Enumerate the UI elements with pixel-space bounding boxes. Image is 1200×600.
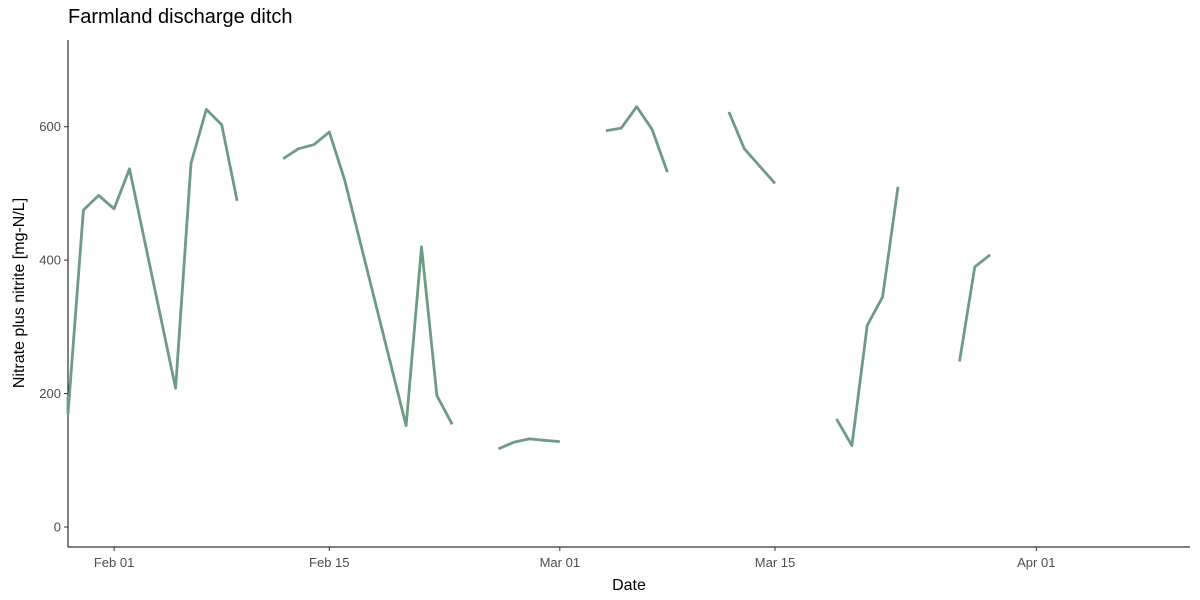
chart-title: Farmland discharge ditch bbox=[68, 6, 293, 28]
y-tick-label: 400 bbox=[39, 253, 61, 268]
series-line-segment bbox=[727, 111, 777, 185]
y-axis-title: Nitrate plus nitrite [mg-N/L] bbox=[11, 198, 28, 388]
x-tick-label: Feb 15 bbox=[309, 555, 349, 570]
series-line-segment bbox=[66, 108, 239, 416]
y-tick-label: 200 bbox=[39, 386, 61, 401]
y-tick-label: 0 bbox=[54, 519, 61, 534]
x-axis-title: Date bbox=[612, 577, 646, 594]
x-tick-label: Feb 01 bbox=[94, 555, 134, 570]
series-line-segment bbox=[282, 130, 454, 428]
series-line-segment bbox=[497, 437, 560, 451]
series-line-segment bbox=[605, 105, 669, 173]
x-tick-label: Mar 01 bbox=[540, 555, 580, 570]
axes bbox=[67, 40, 1190, 548]
series-line-segment bbox=[958, 253, 992, 362]
x-ticks: Feb 01 Feb 15 Mar 01 Mar 15 Apr 01 bbox=[94, 547, 1055, 570]
y-tick-label: 600 bbox=[39, 119, 61, 134]
series-line-segment bbox=[835, 186, 900, 448]
y-ticks: 0 200 400 600 bbox=[39, 119, 68, 534]
x-tick-label: Apr 01 bbox=[1017, 555, 1055, 570]
series-lines bbox=[66, 105, 992, 451]
x-tick-label: Mar 15 bbox=[755, 555, 795, 570]
